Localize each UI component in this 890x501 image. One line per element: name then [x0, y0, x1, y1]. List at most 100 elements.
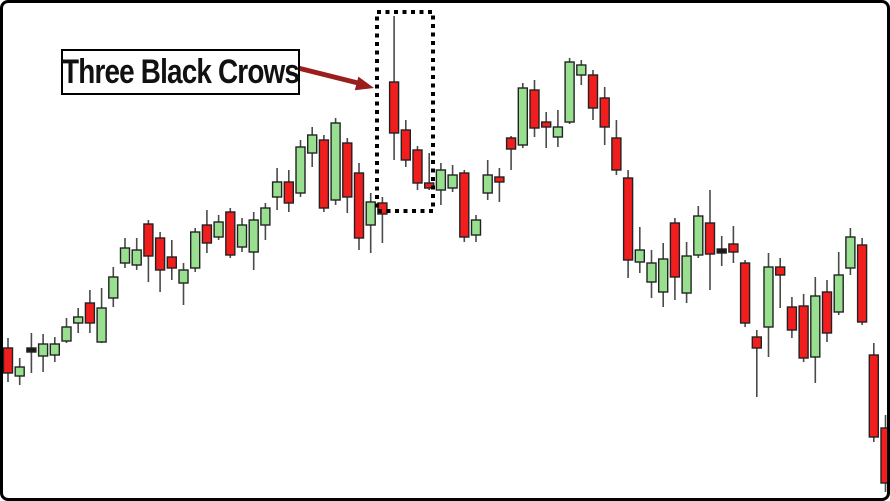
- candle-body: [143, 223, 154, 257]
- candle-body: [775, 266, 786, 276]
- candle: [318, 135, 330, 212]
- candle: [178, 263, 189, 305]
- candle: [189, 228, 201, 272]
- candle: [470, 215, 482, 242]
- annotation-arrowhead: [354, 76, 374, 91]
- candle-body: [131, 249, 142, 266]
- candle-body: [541, 121, 552, 128]
- candle: [611, 120, 622, 175]
- candle: [833, 252, 844, 315]
- candle-body: [248, 219, 259, 253]
- candle-body: [84, 302, 96, 324]
- candle: [377, 197, 388, 243]
- candle: [225, 208, 236, 258]
- candle-body: [880, 427, 887, 484]
- candle: [798, 294, 809, 362]
- candle-body: [459, 172, 470, 238]
- candle-body: [295, 146, 306, 194]
- candle: [482, 160, 493, 200]
- candle-body: [330, 122, 341, 201]
- candle-body: [307, 134, 318, 154]
- candle-body: [681, 255, 692, 294]
- candle: [295, 140, 306, 197]
- candle: [307, 127, 318, 167]
- candle: [529, 80, 540, 137]
- candle: [84, 290, 96, 333]
- candle-body: [821, 291, 833, 334]
- candles-layer: [3, 16, 887, 492]
- candle-body: [37, 343, 49, 357]
- candle: [412, 146, 423, 190]
- candle: [388, 16, 400, 160]
- candle-body: [482, 174, 493, 194]
- candle-body: [14, 366, 25, 377]
- candle: [634, 227, 645, 273]
- candle: [552, 110, 564, 147]
- candle-body: [833, 274, 844, 313]
- candle: [154, 232, 166, 292]
- pattern-highlight-box: [375, 10, 435, 213]
- candle: [213, 215, 224, 240]
- candle: [669, 218, 681, 300]
- candle-body: [739, 262, 751, 324]
- candle-body: [72, 316, 84, 324]
- candle-body: [845, 236, 856, 269]
- candle: [693, 206, 704, 258]
- candle: [587, 70, 599, 120]
- candle: [517, 83, 528, 148]
- candle-body: [412, 149, 423, 184]
- candle: [716, 236, 727, 266]
- candle: [37, 334, 49, 372]
- candle-body: [810, 295, 821, 358]
- candle-body: [213, 221, 224, 238]
- candle: [786, 297, 798, 338]
- candle-body: [342, 142, 353, 198]
- candle-body: [728, 243, 739, 253]
- candle: [342, 138, 353, 213]
- candle: [353, 163, 365, 250]
- candle: [400, 120, 411, 167]
- candle-body: [377, 202, 388, 215]
- candle: [751, 330, 762, 397]
- candle-body: [236, 224, 248, 248]
- candle-body: [693, 215, 704, 256]
- candle-body: [26, 347, 37, 353]
- candle: [739, 260, 751, 327]
- candle: [236, 218, 248, 252]
- candle: [728, 226, 739, 263]
- candle: [283, 170, 294, 212]
- candle-body: [400, 129, 411, 161]
- candle-body: [576, 64, 587, 76]
- candle: [119, 238, 131, 268]
- candle-body: [61, 326, 72, 342]
- candle: [541, 112, 552, 148]
- candle: [143, 220, 154, 282]
- candle: [96, 288, 107, 343]
- candle-body: [189, 231, 201, 269]
- candle-body: [49, 343, 60, 356]
- candle: [435, 163, 447, 205]
- candle: [868, 343, 879, 442]
- candle-body: [318, 139, 330, 209]
- candle: [201, 210, 213, 253]
- candlestick-chart: [3, 10, 887, 492]
- candle: [646, 250, 657, 298]
- candle-body: [599, 97, 610, 128]
- candle: [260, 203, 271, 240]
- candle-body: [763, 266, 774, 328]
- candle-body: [868, 354, 879, 438]
- candle-body: [517, 87, 528, 146]
- candle: [131, 238, 142, 270]
- candle-body: [494, 176, 505, 183]
- annotation-arrow-shaft: [297, 65, 359, 86]
- candle-body: [634, 249, 645, 263]
- candle: [14, 358, 25, 385]
- candle: [856, 238, 868, 325]
- candle: [775, 258, 786, 308]
- candle: [821, 280, 833, 342]
- candle-body: [505, 137, 517, 150]
- candle-body: [166, 256, 178, 269]
- candle: [271, 168, 283, 210]
- candle-body: [154, 237, 166, 271]
